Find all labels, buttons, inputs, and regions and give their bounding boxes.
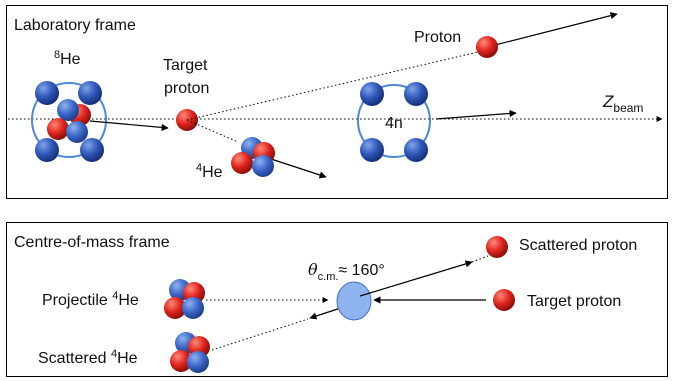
scattered-proton [486, 236, 508, 258]
beam-axis-label: Zbeam [602, 92, 643, 115]
target-proton-label-line1: Target [163, 57, 208, 74]
he4-path-arrow [267, 157, 327, 179]
neutron [404, 138, 428, 162]
proton-path-dotted [186, 51, 479, 121]
four-neutron-label: 4n [385, 115, 403, 132]
lab-frame-title: Laboratory frame [14, 17, 136, 34]
proton [47, 118, 69, 140]
four-neutron-system [357, 82, 431, 162]
scattered-proton-path-dotted [471, 255, 489, 263]
projectile-he4-label: Projectile 4He [42, 290, 139, 309]
neutron [35, 81, 59, 105]
neutron [404, 82, 428, 106]
projectile-he4-nucleus [164, 279, 205, 319]
target-proton-label-line2: proton [164, 80, 209, 97]
neutron [360, 138, 384, 162]
cm-frame-panel [6, 222, 668, 377]
beam-arrow [89, 120, 169, 132]
cm-target-proton [493, 289, 515, 311]
he8-nucleus [31, 81, 107, 162]
neutron [187, 351, 209, 373]
neutron [78, 81, 102, 105]
scattered-he4-label: Scattered 4He [38, 348, 138, 367]
target-proton-label: Target proton [527, 293, 621, 310]
scattered-he4-path-dotted [211, 318, 309, 351]
neutron [66, 121, 88, 143]
proton-path-arrow [494, 12, 618, 46]
cm-angle-label: θc.m.≈ 160° [308, 260, 385, 283]
outgoing-proton [476, 36, 498, 58]
neutron [182, 297, 204, 319]
neutron [57, 99, 79, 121]
neutron [252, 155, 274, 177]
cm-frame-title: Centre-of-mass frame [14, 234, 170, 251]
proton-label: Proton [414, 29, 461, 46]
neutron [35, 138, 59, 162]
scattered-he4-nucleus [170, 332, 210, 373]
four-neutron-arrow [435, 109, 517, 120]
scattered-proton-label: Scattered proton [519, 237, 637, 254]
he4-nucleus [231, 137, 275, 177]
proton [231, 152, 253, 174]
cm-interaction-region [336, 281, 372, 321]
proton [164, 297, 186, 319]
scattered-proton-arrow [359, 260, 473, 297]
he4-path-dotted [186, 119, 239, 143]
proton [170, 350, 192, 372]
he8-label: 8He [54, 49, 81, 68]
lab-frame-panel [6, 5, 668, 199]
neutron [80, 138, 104, 162]
he4-label: 4He [196, 162, 223, 181]
neutron [360, 82, 384, 106]
